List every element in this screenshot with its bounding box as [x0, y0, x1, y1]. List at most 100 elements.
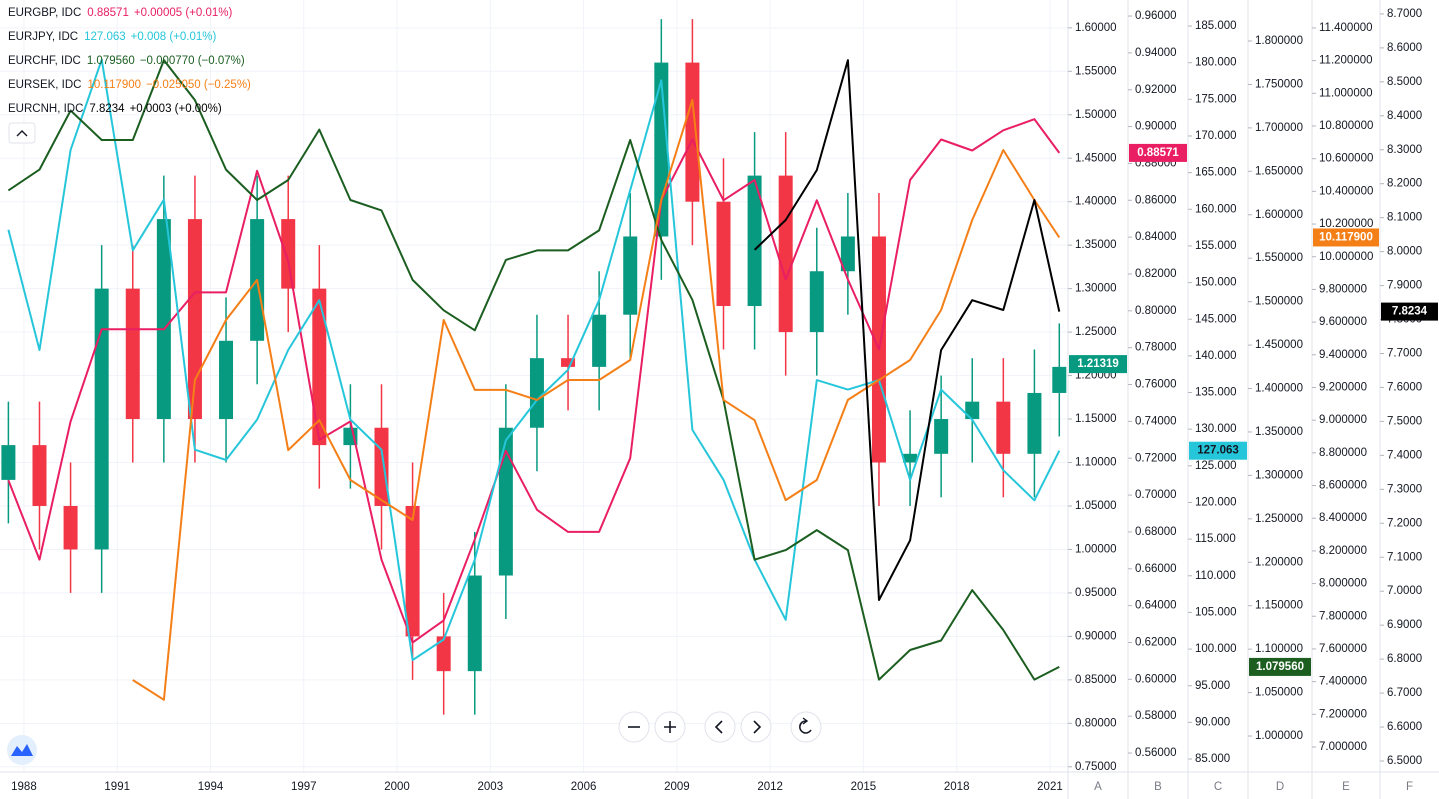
- axis-letter: B: [1154, 781, 1162, 793]
- logo[interactable]: [7, 735, 37, 765]
- y-tick-label: 9.000000: [1319, 414, 1367, 426]
- candle-body: [1052, 366, 1067, 393]
- x-tick-label: 2021: [1037, 781, 1063, 793]
- candle-body: [125, 288, 140, 420]
- legend-name: EURGBP, IDC: [8, 7, 81, 19]
- y-tick-label: 8.800000: [1319, 447, 1367, 459]
- last-value-label: 1.21319: [1077, 358, 1119, 370]
- y-tick-label: 150.000: [1195, 277, 1237, 289]
- x-tick-label: 2009: [664, 781, 690, 793]
- series-line: [753, 59, 1061, 601]
- legend-change: +0.00005 (+0.01%): [134, 7, 233, 19]
- last-value-badge: [1249, 657, 1311, 676]
- candle-body: [1, 445, 16, 480]
- x-tick-label: 2018: [944, 781, 970, 793]
- y-tick-label: 7.9000: [1387, 280, 1422, 292]
- y-tick-label: 9.600000: [1319, 316, 1367, 328]
- y-tick-label: 7.1000: [1387, 551, 1422, 563]
- y-tick-label: 85.000: [1195, 753, 1230, 765]
- x-tick-label: 2006: [571, 781, 597, 793]
- x-tick-label: 2000: [384, 781, 410, 793]
- legend-entry: EURCNH, IDC 7.8234 +0.0003 (+0.00%): [8, 103, 222, 115]
- last-value-label: 1.079560: [1256, 661, 1304, 673]
- axis-letter: F: [1406, 781, 1413, 793]
- legend-name: EURJPY, IDC: [8, 31, 78, 43]
- y-tick-label: 1.10000: [1075, 457, 1117, 469]
- y-tick-label: 8.4000: [1387, 110, 1422, 122]
- y-tick-label: 1.150000: [1255, 600, 1303, 612]
- y-tick-label: 125.000: [1195, 460, 1237, 472]
- y-tick-label: 7.3000: [1387, 483, 1422, 495]
- y-tick-label: 1.700000: [1255, 122, 1303, 134]
- legend-name: EURCHF, IDC: [8, 55, 81, 67]
- y-tick-label: 115.000: [1195, 533, 1236, 545]
- y-tick-label: 0.74000: [1135, 415, 1177, 427]
- y-tick-label: 1.400000: [1255, 383, 1303, 395]
- legend-value: 7.8234: [89, 103, 125, 115]
- y-tick-label: 0.62000: [1135, 637, 1177, 649]
- x-tick-label: 2012: [757, 781, 783, 793]
- y-tick-label: 8.400000: [1319, 512, 1367, 524]
- reset-button[interactable]: [790, 711, 822, 743]
- candle-body: [312, 288, 327, 446]
- y-tick-label: 1.050000: [1255, 687, 1303, 699]
- y-tick-label: 140.000: [1195, 350, 1237, 362]
- y-tick-label: 7.7000: [1387, 348, 1422, 360]
- candle-body: [716, 201, 731, 307]
- y-tick-label: 10.800000: [1319, 120, 1373, 132]
- y-tick-label: 9.200000: [1319, 382, 1367, 394]
- candle-body: [965, 401, 980, 420]
- y-tick-label: 0.92000: [1135, 84, 1177, 96]
- collapse-button[interactable]: [8, 122, 36, 144]
- last-value-label: 0.88571: [1137, 147, 1179, 159]
- scroll-left-button[interactable]: [704, 711, 736, 743]
- y-tick-label: 0.56000: [1135, 747, 1177, 759]
- y-tick-label: 1.750000: [1255, 78, 1303, 90]
- legend-change: −0.025050 (−0.25%): [146, 79, 251, 91]
- legend-value: 10.117900: [88, 79, 142, 91]
- zoom-in-button[interactable]: [654, 711, 686, 743]
- legend-entry: EURCHF, IDC 1.079560 −0.000770 (−0.07%): [8, 55, 245, 67]
- last-value-label: 127.063: [1197, 445, 1239, 457]
- y-tick-label: 1.30000: [1075, 283, 1117, 295]
- zoom-out-button[interactable]: [618, 711, 650, 743]
- y-tick-label: 0.84000: [1135, 231, 1177, 243]
- series-line: [7, 59, 1060, 681]
- candle-body: [281, 219, 296, 289]
- legend: EURGBP, IDC 0.88571 +0.00005 (+0.01%) EURJP…: [8, 7, 251, 115]
- y-tick-label: 0.72000: [1135, 452, 1177, 464]
- legend-value: 0.88571: [87, 7, 129, 19]
- y-tick-label: 1.300000: [1255, 469, 1303, 481]
- y-tick-label: 0.68000: [1135, 526, 1177, 538]
- candle-body: [187, 219, 202, 420]
- y-tick-label: 0.96000: [1135, 10, 1177, 22]
- legend-entry: EURJPY, IDC 127.063 +0.008 (+0.01%): [8, 31, 217, 43]
- y-tick-label: 6.7000: [1387, 687, 1422, 699]
- x-tick-label: 1988: [11, 781, 37, 793]
- x-tick-label: 1997: [291, 781, 317, 793]
- candle-body: [156, 219, 171, 420]
- y-tick-label: 1.05000: [1075, 500, 1117, 512]
- y-tick-label: 1.500000: [1255, 296, 1303, 308]
- y-tick-label: 165.000: [1195, 167, 1237, 179]
- scroll-right-button[interactable]: [740, 711, 772, 743]
- candle-body: [934, 419, 949, 454]
- y-tick-label: 105.000: [1195, 606, 1237, 618]
- y-tick-label: 8.6000: [1387, 42, 1422, 54]
- legend-change: +0.008 (+0.01%): [131, 31, 217, 43]
- y-tick-label: 1.50000: [1075, 109, 1117, 121]
- candle-body: [996, 401, 1011, 454]
- candle-body: [592, 314, 607, 367]
- y-tick-label: 185.000: [1195, 20, 1237, 32]
- y-tick-label: 6.9000: [1387, 619, 1422, 631]
- y-tick-label: 8.3000: [1387, 144, 1422, 156]
- y-tick-label: 1.200000: [1255, 556, 1303, 568]
- y-tick-label: 8.000000: [1319, 578, 1367, 590]
- y-tick-label: 7.4000: [1387, 449, 1422, 461]
- y-tick-label: 0.95000: [1075, 587, 1117, 599]
- legend-name: EURCNH, IDC: [8, 103, 83, 115]
- y-tick-label: 0.70000: [1135, 489, 1177, 501]
- y-tick-label: 1.00000: [1075, 543, 1117, 555]
